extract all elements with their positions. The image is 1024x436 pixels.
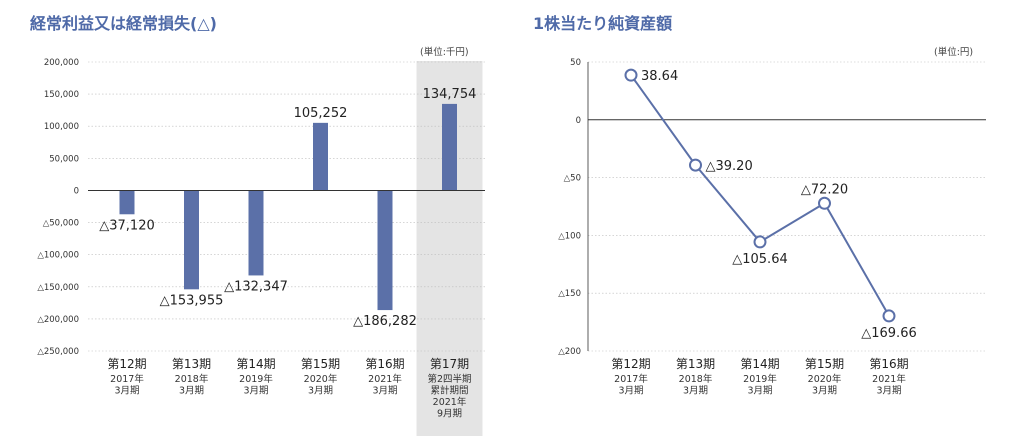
y-tick-label: 0: [576, 116, 581, 126]
x-category-sublabel: 2019年: [743, 373, 777, 385]
x-category-label: 第17期: [430, 357, 469, 371]
bar-value-label: △153,955: [160, 293, 224, 308]
bar-value-label: 105,252: [294, 106, 348, 121]
series-line: [630, 74, 890, 317]
y-tick-label: △150,000: [37, 283, 79, 293]
y-tick-label: 0: [74, 186, 79, 196]
x-category-sublabel: 3月期: [114, 386, 139, 397]
bar: [184, 190, 199, 290]
x-category-label: 第12期: [611, 357, 650, 371]
point-value-label: △72.20: [801, 182, 848, 197]
y-tick-label: △100,000: [37, 251, 79, 261]
point-value-label: △105.64: [732, 252, 788, 267]
y-tick-label: 200,000: [44, 58, 79, 68]
x-category-sublabel: 2021年: [433, 396, 467, 408]
x-category-sublabel: 2017年: [110, 373, 144, 385]
y-tick-label: △50,000: [43, 219, 79, 229]
y-tick-label: △100: [558, 231, 581, 241]
x-category-label: 第12期: [107, 357, 146, 371]
point-value-label: △39.20: [706, 159, 753, 174]
bar-chart-unit: (単位:千円): [420, 47, 469, 58]
x-category-sublabel: 3月期: [747, 386, 772, 397]
x-category-label: 第15期: [805, 357, 844, 371]
x-category-label: 第13期: [676, 357, 715, 371]
x-category-label: 第14期: [236, 357, 275, 371]
x-category-sublabel: 2020年: [304, 373, 338, 385]
x-category-label: 第13期: [172, 357, 211, 371]
data-point: [882, 309, 896, 323]
x-category-label: 第16期: [365, 357, 404, 371]
x-category-sublabel: 3月期: [683, 386, 708, 397]
y-tick-label: △200: [558, 347, 581, 357]
bar: [313, 122, 328, 191]
data-point: [689, 158, 702, 172]
bar: [248, 190, 264, 276]
bar-value-label: 134,754: [423, 87, 477, 102]
x-category-sublabel: 3月期: [876, 386, 901, 397]
y-tick-label: △250,000: [37, 347, 79, 357]
x-category-sublabel: 3月期: [179, 386, 204, 397]
line-chart-title: 1株当たり純資産額: [533, 14, 673, 33]
line-chart: 50 0 △50 △100 △150 △200 38.64 △39.20 △105.64 △72.…: [558, 58, 986, 397]
x-category-sublabel: 2020年: [808, 373, 842, 385]
x-category-label: 第16期: [869, 357, 908, 371]
line-chart-unit: (単位:円): [934, 47, 974, 58]
y-tick-label: △50: [564, 174, 581, 184]
bar: [119, 190, 135, 215]
bar-chart-title: 経常利益又は経常損失(△): [30, 14, 217, 33]
point-value-label: △169.66: [861, 326, 917, 341]
x-category-sublabel: 3月期: [812, 386, 837, 397]
x-category-sublabel: 2018年: [679, 373, 713, 385]
x-category-sublabel: 3月期: [372, 386, 397, 397]
x-category-sublabel: 9月期: [437, 409, 462, 420]
y-tick-label: 50: [570, 58, 581, 68]
x-category-sublabel: 3月期: [618, 386, 643, 397]
data-point: [624, 68, 638, 82]
x-category-label: 第15期: [301, 357, 340, 371]
y-tick-label: 50,000: [49, 154, 79, 164]
x-category-sublabel: 2018年: [175, 373, 209, 385]
x-category-label: 第14期: [740, 357, 779, 371]
y-tick-label: 150,000: [44, 90, 79, 100]
y-tick-label: 100,000: [44, 122, 79, 132]
y-tick-label: △200,000: [37, 315, 79, 325]
x-category-sublabel: 第2四半期: [427, 373, 471, 385]
bar: [377, 190, 393, 311]
bar-value-label: △37,120: [99, 218, 155, 233]
x-category-sublabel: 2021年: [872, 373, 906, 385]
bar: [442, 103, 457, 191]
x-category-sublabel: 2017年: [614, 373, 648, 385]
data-point: [753, 235, 767, 249]
data-point: [818, 196, 831, 210]
bar-chart: 200,000 150,000 100,000 50,000 0 △50,000 △100,…: [37, 58, 485, 436]
x-category-sublabel: 2021年: [368, 373, 402, 385]
bar-value-label: △132,347: [224, 279, 288, 294]
x-category-sublabel: 3月期: [243, 386, 268, 397]
point-value-label: 38.64: [641, 69, 678, 84]
x-category-sublabel: 2019年: [239, 373, 273, 385]
bar-value-label: △186,282: [353, 314, 417, 329]
x-category-sublabel: 3月期: [308, 386, 333, 397]
x-category-sublabel: 累計期間: [430, 385, 468, 397]
y-tick-label: △150: [558, 289, 581, 299]
